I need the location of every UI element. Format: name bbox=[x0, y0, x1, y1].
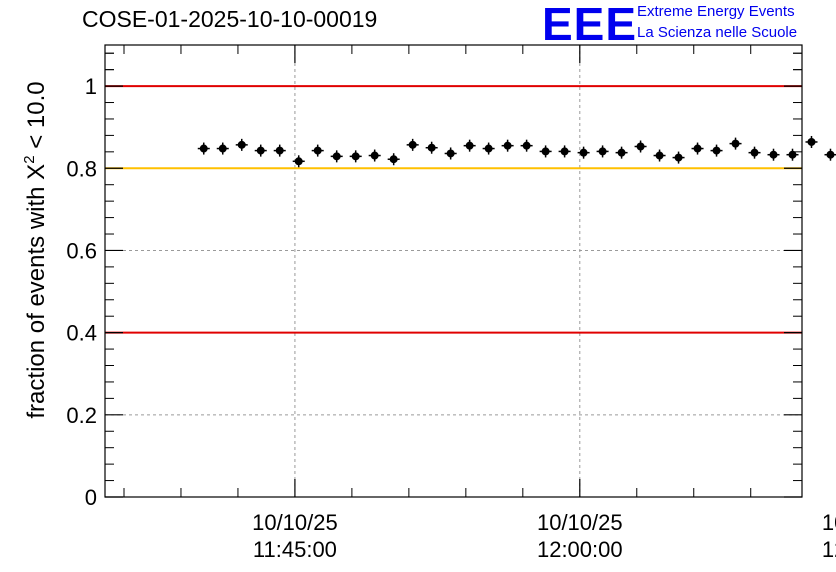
y-tick-label: 0.6 bbox=[66, 238, 97, 263]
y-tick-label: 0 bbox=[85, 485, 97, 510]
data-point bbox=[351, 152, 360, 161]
data-point bbox=[256, 146, 265, 155]
data-point bbox=[750, 148, 759, 157]
x-tick-label-date: 10/10/25 bbox=[252, 510, 338, 535]
data-point bbox=[826, 150, 835, 159]
data-point bbox=[484, 144, 493, 153]
data-point bbox=[712, 146, 721, 155]
axis-ticks bbox=[105, 45, 802, 498]
x-tick-label-time: 12:00:00 bbox=[537, 537, 623, 562]
y-tick-labels: 0 0.2 0.4 0.6 0.8 1 bbox=[66, 74, 97, 510]
y-tick-label: 0.4 bbox=[66, 321, 97, 346]
data-point bbox=[693, 144, 702, 153]
x-tick-label-date: 10/10/25 bbox=[822, 510, 836, 535]
data-point bbox=[427, 143, 436, 152]
data-point bbox=[503, 141, 512, 150]
data-point bbox=[560, 147, 569, 156]
data-point bbox=[769, 150, 778, 159]
data-point bbox=[807, 137, 816, 146]
logo-line-1: Extreme Energy Events bbox=[637, 3, 795, 20]
data-point bbox=[408, 140, 417, 149]
y-axis-label-symbol: X bbox=[23, 164, 50, 180]
data-point bbox=[522, 141, 531, 150]
y-axis-label-text: fraction of events with bbox=[23, 186, 50, 418]
y-axis-label-superscript: 2 bbox=[21, 155, 38, 163]
y-axis-label-suffix: < 10.0 bbox=[23, 81, 50, 155]
x-tick-labels: 10/10/2511:45:0010/10/2512:00:0010/10/25… bbox=[252, 510, 836, 562]
data-point bbox=[541, 147, 550, 156]
data-point bbox=[237, 140, 246, 149]
data-point bbox=[446, 149, 455, 158]
data-points bbox=[197, 135, 836, 168]
data-point bbox=[199, 144, 208, 153]
x-tick-label-date: 10/10/25 bbox=[537, 510, 623, 535]
y-tick-label: 0.8 bbox=[66, 156, 97, 181]
data-point bbox=[731, 139, 740, 148]
eee-logo: EEE bbox=[542, 0, 638, 50]
x-tick-label-time: 12:15:00 bbox=[822, 537, 836, 562]
data-point bbox=[465, 141, 474, 150]
data-point bbox=[788, 150, 797, 159]
data-point bbox=[218, 144, 227, 153]
data-point bbox=[389, 155, 398, 164]
data-point bbox=[617, 148, 626, 157]
y-tick-label: 1 bbox=[85, 74, 97, 99]
grid-lines bbox=[105, 45, 802, 497]
y-axis-label: fraction of events with X2 < 10.0 bbox=[21, 81, 50, 418]
data-point bbox=[674, 153, 683, 162]
data-point bbox=[655, 151, 664, 160]
x-tick-label-time: 11:45:00 bbox=[253, 537, 337, 562]
data-point bbox=[313, 146, 322, 155]
y-tick-label: 0.2 bbox=[66, 403, 97, 428]
logo-line-2: La Scienza nelle Scuole bbox=[637, 24, 798, 41]
reference-lines bbox=[105, 85, 802, 334]
data-point bbox=[636, 142, 645, 151]
data-point bbox=[598, 147, 607, 156]
data-point bbox=[579, 148, 588, 157]
plot-frame bbox=[104, 44, 803, 498]
chart-title: COSE-01-2025-10-10-00019 bbox=[82, 6, 378, 32]
data-point bbox=[294, 157, 303, 166]
data-point bbox=[332, 152, 341, 161]
data-point bbox=[370, 151, 379, 160]
data-point bbox=[275, 146, 284, 155]
